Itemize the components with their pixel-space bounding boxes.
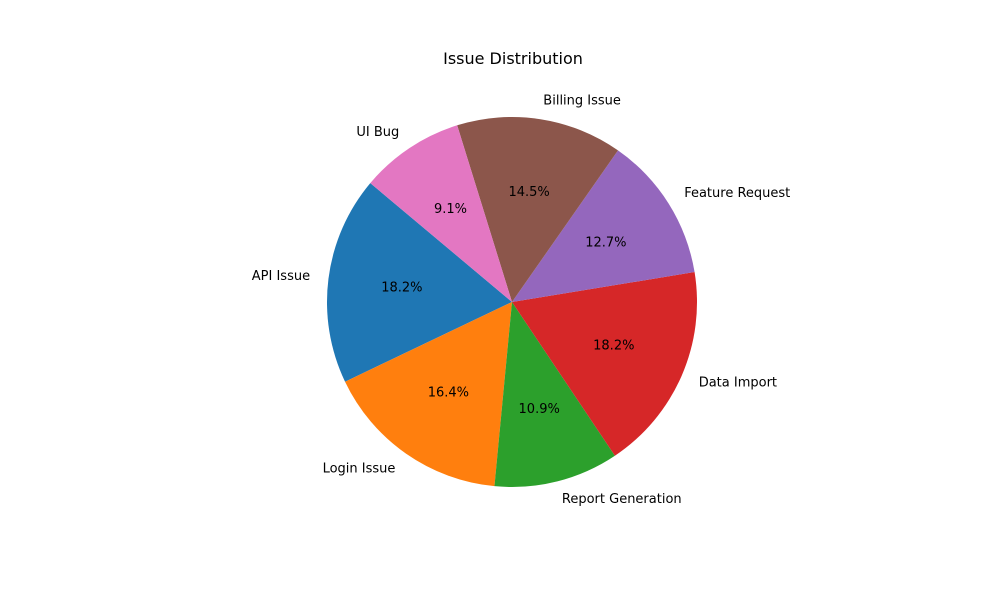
pie-slice-ui-bug	[370, 125, 512, 302]
pie-slice-labels: API Issue Login Issue Report Generation Dat…	[252, 93, 791, 506]
pct-label-billing-issue: 14.5%	[508, 185, 549, 200]
chart-title: Issue Distribution	[443, 49, 583, 68]
pie-slice-data-import	[512, 272, 698, 456]
pie-slice-report-generation	[494, 302, 615, 488]
pct-label-data-import: 18.2%	[593, 339, 634, 354]
slice-label-api-issue: API Issue	[252, 269, 310, 284]
pct-label-api-issue: 18.2%	[381, 281, 422, 296]
pct-label-report-generation: 10.9%	[519, 402, 560, 417]
pie-wedges	[326, 116, 698, 488]
pie-slice-feature-request	[512, 150, 695, 302]
pct-label-login-issue: 16.4%	[428, 386, 469, 401]
slice-label-billing-issue: Billing Issue	[543, 93, 621, 108]
pct-label-feature-request: 12.7%	[585, 235, 626, 250]
pie-slice-billing-issue	[457, 116, 619, 302]
slice-label-report-generation: Report Generation	[562, 492, 682, 507]
pct-label-ui-bug: 9.1%	[434, 202, 467, 217]
slice-label-ui-bug: UI Bug	[356, 125, 399, 140]
pie-slice-api-issue	[326, 183, 512, 382]
pie-slice-login-issue	[345, 302, 512, 487]
slice-label-feature-request: Feature Request	[684, 186, 790, 201]
pie-percent-labels: 18.2% 16.4% 10.9% 18.2% 12.7% 14.5% 9.1%	[381, 185, 634, 417]
slice-label-data-import: Data Import	[699, 375, 777, 390]
slice-label-login-issue: Login Issue	[323, 461, 396, 476]
